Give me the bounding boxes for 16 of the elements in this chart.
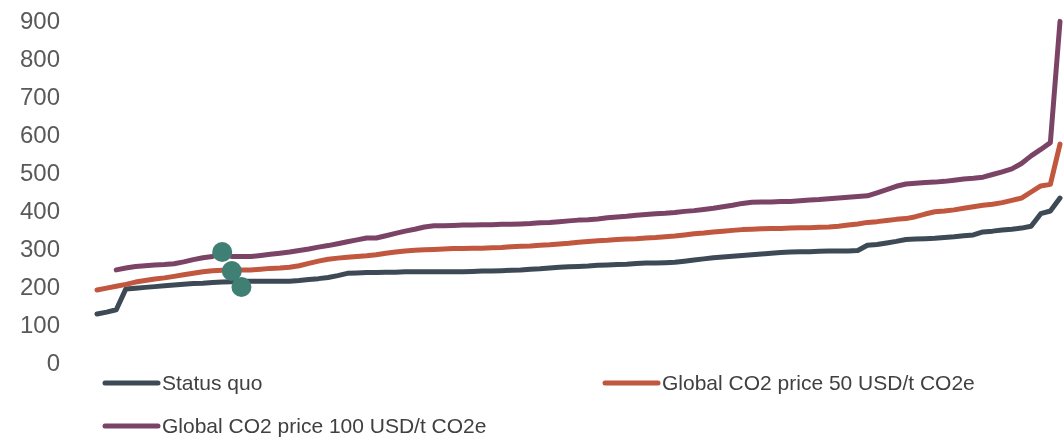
point bbox=[212, 242, 233, 263]
y-tick-label: 300 bbox=[19, 235, 60, 263]
y-tick-label: 600 bbox=[19, 121, 60, 149]
y-tick-label: 700 bbox=[19, 83, 60, 111]
y-tick-label: 200 bbox=[19, 273, 60, 301]
y-tick-label: 0 bbox=[46, 349, 60, 377]
y-tick-label: 100 bbox=[19, 311, 60, 339]
legend-label: Global CO2 price 100 USD/t CO2e bbox=[162, 414, 487, 438]
point bbox=[231, 277, 252, 297]
y-tick-label: 800 bbox=[19, 45, 60, 73]
point bbox=[221, 261, 242, 282]
y-tick-label: 400 bbox=[19, 197, 60, 225]
legend-label: Status quo bbox=[162, 371, 263, 395]
y-tick-label: 900 bbox=[19, 7, 60, 35]
y-tick-label: 500 bbox=[19, 159, 60, 187]
legend-label: Global CO2 price 50 USD/t CO2e bbox=[662, 371, 975, 395]
